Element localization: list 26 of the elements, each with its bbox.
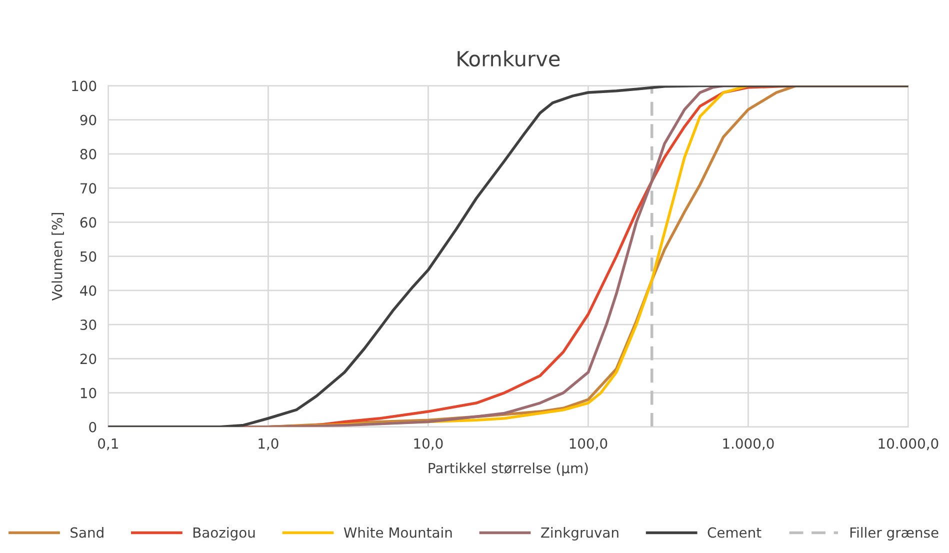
y-axis-title: Volumen [%]	[52, 213, 64, 301]
y-tick-label: 100	[72, 80, 96, 92]
legend-label: Cement	[708, 527, 762, 538]
y-tick-label: 0	[89, 422, 96, 432]
legend-label: Filler grænse	[850, 527, 938, 540]
y-tick-label: 80	[80, 148, 96, 160]
x-tick-label: 10,0	[414, 438, 443, 450]
legend-label: Sand	[70, 527, 104, 538]
x-axis-title: Partikkel størrelse (µm)	[428, 462, 588, 476]
legend-label: White Mountain	[344, 527, 452, 538]
y-tick-label: 90	[80, 114, 96, 126]
y-tick-label: 20	[80, 354, 96, 364]
y-tick-label: 40	[80, 285, 96, 296]
x-tick-label: 1,0	[258, 438, 278, 450]
y-tick-label: 10	[80, 388, 96, 398]
chart-title: Kornkurve	[458, 50, 560, 67]
x-tick-label: 0,1	[98, 438, 118, 450]
x-tick-label: 1.000,0	[723, 438, 774, 450]
legend-label: Zinkgruvan	[541, 527, 618, 540]
x-tick-label: 10.000,0	[878, 438, 938, 450]
y-tick-label: 70	[80, 183, 96, 194]
y-tick-label: 30	[80, 320, 96, 330]
y-tick-label: 50	[80, 251, 96, 262]
legend-label: Baozigou	[193, 527, 255, 540]
y-tick-label: 60	[80, 217, 96, 228]
x-tick-label: 100,0	[570, 438, 608, 450]
